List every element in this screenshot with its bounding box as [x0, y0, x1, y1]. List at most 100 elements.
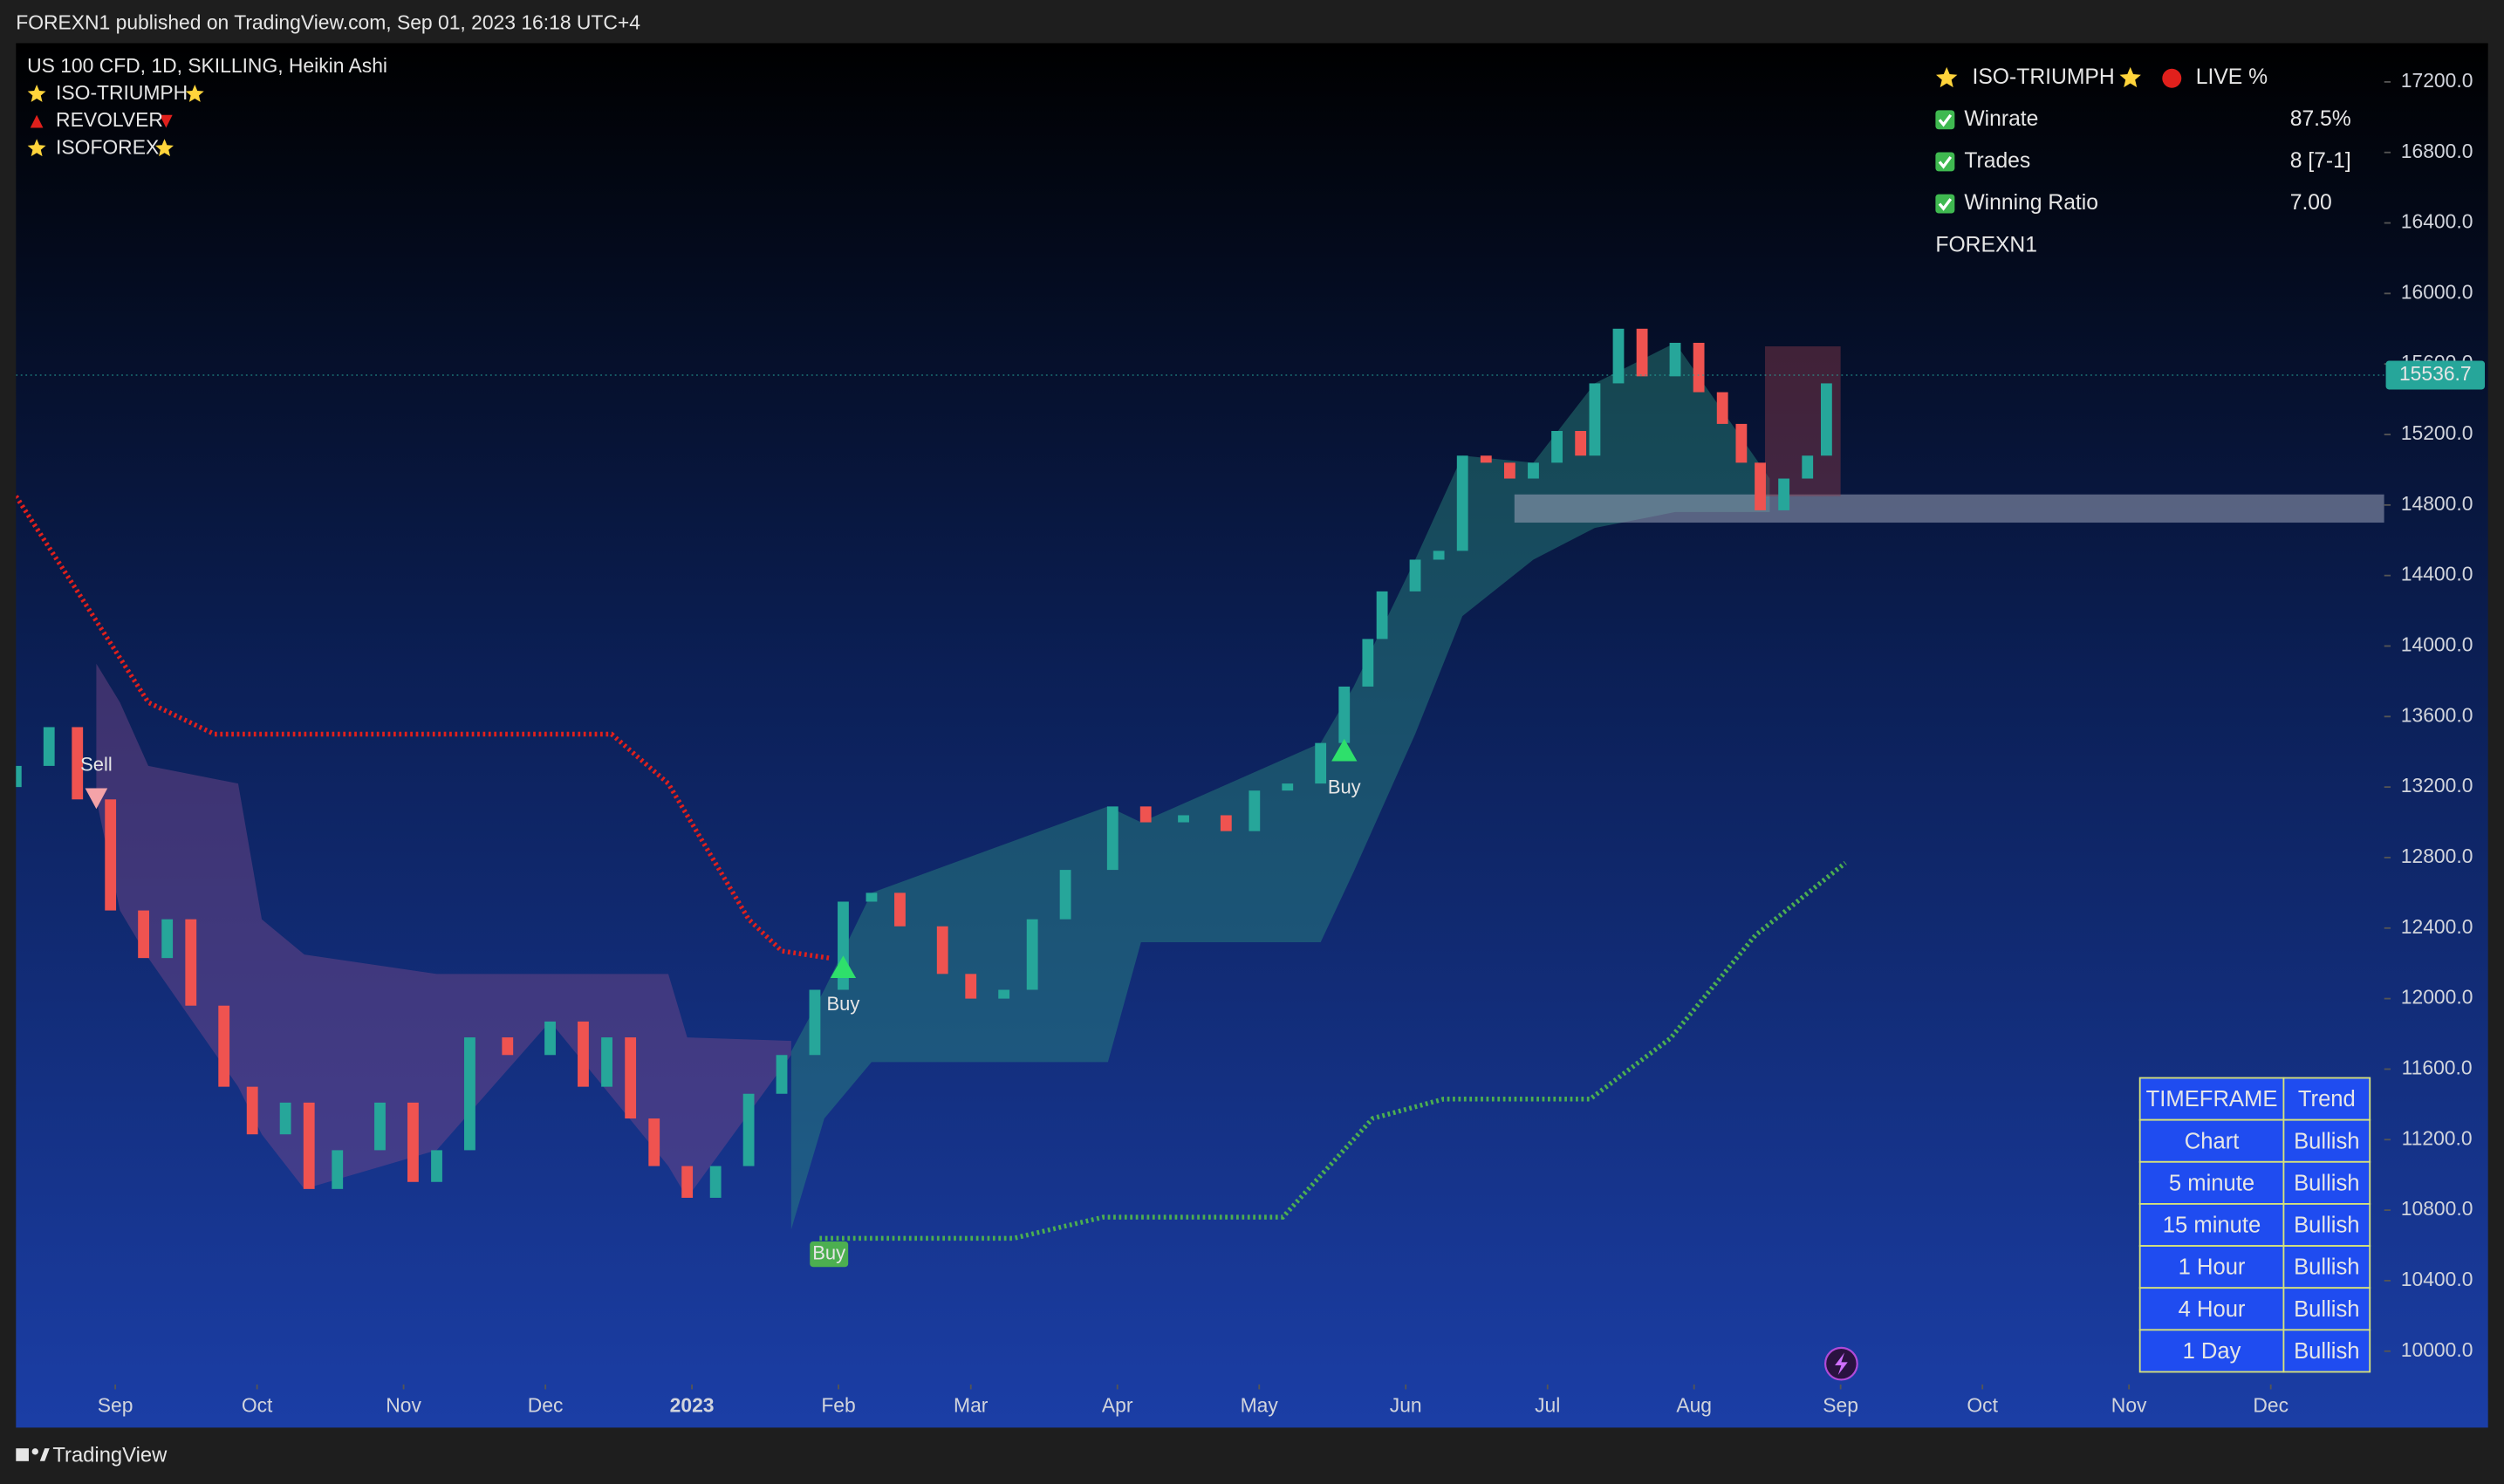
- candle: [1551, 430, 1563, 463]
- y-tick-label: 11600.0: [2402, 1056, 2473, 1078]
- panel-key: Winrate: [1964, 107, 2038, 131]
- candle: [1362, 639, 1374, 687]
- buy-signal: [1331, 738, 1358, 762]
- candle: [1409, 559, 1421, 592]
- y-tick-label: 15200.0: [2401, 421, 2473, 444]
- tv-logo: [16, 1448, 50, 1461]
- x-tick-label: 2023: [670, 1394, 715, 1417]
- candle: [1480, 455, 1492, 463]
- candle: [1456, 455, 1468, 551]
- y-tick-label: 11200.0: [2402, 1126, 2473, 1149]
- star-icon: [27, 85, 46, 102]
- table-cell: [2282, 1118, 2371, 1163]
- y-tick-label: 16000.0: [2401, 280, 2473, 303]
- star-icon: [155, 139, 174, 157]
- last-price-box: [2385, 360, 2486, 390]
- candle: [648, 1118, 660, 1166]
- candle: [1755, 462, 1766, 510]
- trend-value: Bullish: [2294, 1214, 2359, 1238]
- candle: [998, 989, 1010, 999]
- y-tick-label: 12000.0: [2401, 986, 2473, 1009]
- check-mark: [1938, 198, 1953, 211]
- x-tick-label: Nov: [386, 1394, 421, 1417]
- check-icon: [1935, 110, 1955, 130]
- candle: [601, 1037, 612, 1087]
- symbol-legend: US 100 CFD, 1D, SKILLING, Heikin Ashi: [27, 54, 387, 77]
- panel-value: 8 [7-1]: [2290, 149, 2351, 173]
- star-icon: [27, 139, 46, 157]
- check-mark: [1938, 155, 1953, 169]
- x-tick-label: Oct: [242, 1394, 273, 1417]
- indicator-legend: ISOFOREX: [56, 135, 159, 158]
- candle: [578, 1021, 589, 1087]
- signal-label: Buy: [827, 993, 860, 1015]
- candle: [1693, 342, 1705, 393]
- x-tick-label: Mar: [954, 1394, 989, 1417]
- y-tick-label: 12400.0: [2401, 915, 2473, 938]
- candle: [16, 765, 22, 788]
- candle: [1802, 455, 1814, 479]
- candle: [1528, 462, 1539, 479]
- y-tick-label: 14400.0: [2401, 563, 2473, 585]
- candle: [185, 919, 197, 1006]
- panel-author: FOREXN1: [1935, 233, 2037, 256]
- candle: [431, 1150, 442, 1182]
- y-tick-label: 16400.0: [2401, 210, 2473, 233]
- buy-box: [810, 1241, 849, 1268]
- buy-signal: [830, 955, 857, 979]
- candle: [374, 1102, 386, 1151]
- table-header: TIMEFRAME: [2146, 1087, 2278, 1111]
- timeframe: 4 Hour: [2179, 1297, 2246, 1322]
- candle: [936, 926, 948, 975]
- candle: [1612, 328, 1625, 384]
- x-tick-label: Nov: [2111, 1394, 2147, 1417]
- cloud-band: [790, 342, 1770, 1230]
- check-icon: [1935, 194, 1955, 214]
- candle: [1669, 342, 1681, 377]
- timeframe: 1 Hour: [2179, 1255, 2246, 1280]
- trend-value: Bullish: [2294, 1255, 2359, 1280]
- candle: [1282, 783, 1294, 791]
- cloud-band: [96, 663, 791, 1198]
- timeframe: Chart: [2185, 1129, 2240, 1153]
- candle: [332, 1150, 344, 1189]
- x-tick-label: Oct: [1967, 1394, 1998, 1417]
- y-tick-label: 14000.0: [2401, 633, 2473, 656]
- candle: [161, 919, 174, 959]
- table-cell: [2282, 1287, 2371, 1331]
- y-tick-label: 10000.0: [2401, 1338, 2473, 1361]
- y-tick-label: 13600.0: [2401, 703, 2473, 726]
- panel-value: 7.00: [2290, 191, 2332, 215]
- y-tick-label: 10800.0: [2401, 1197, 2473, 1220]
- live-dot: [2162, 68, 2182, 88]
- candle: [681, 1166, 694, 1198]
- candle: [1139, 806, 1152, 823]
- footer: TradingView: [52, 1444, 168, 1467]
- candle: [1338, 686, 1351, 743]
- candle: [43, 727, 55, 766]
- trail-line: [16, 495, 830, 961]
- timeframe: 15 minute: [2163, 1214, 2261, 1238]
- candle: [1220, 815, 1232, 831]
- signal-label: Buy: [812, 1241, 845, 1263]
- candle: [1059, 870, 1071, 920]
- x-tick-label: Dec: [2253, 1394, 2288, 1417]
- candle: [1106, 806, 1119, 871]
- star-icon: [2119, 66, 2141, 88]
- y-tick-label: 14800.0: [2401, 492, 2473, 515]
- candle: [1716, 392, 1728, 424]
- candle: [218, 1005, 230, 1087]
- candle: [407, 1102, 419, 1182]
- x-tick-label: May: [1241, 1394, 1279, 1417]
- candle: [138, 910, 149, 959]
- table-cell: [2282, 1245, 2371, 1289]
- candle: [1778, 478, 1790, 510]
- trend-value: Bullish: [2294, 1297, 2359, 1322]
- x-tick-label: Aug: [1676, 1394, 1712, 1417]
- star-icon: [185, 85, 204, 102]
- table-cell: [2282, 1329, 2371, 1373]
- candle: [1589, 383, 1601, 456]
- y-tick-label: 10400.0: [2401, 1268, 2473, 1290]
